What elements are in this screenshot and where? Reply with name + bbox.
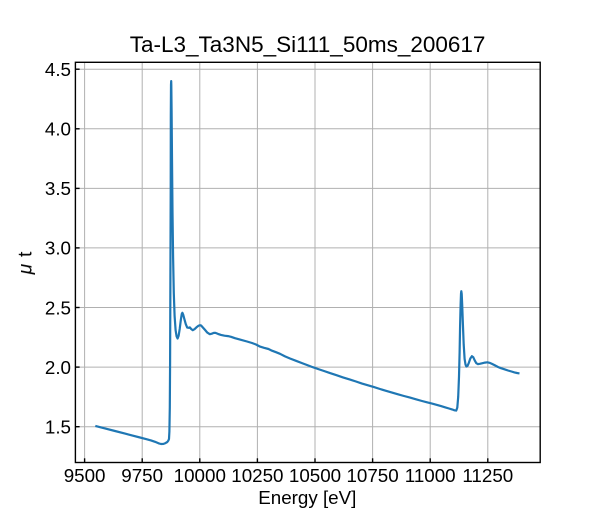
svg-text:3.5: 3.5	[45, 178, 71, 199]
svg-text:10750: 10750	[346, 465, 398, 486]
svg-text:9750: 9750	[121, 465, 163, 486]
svg-text:10500: 10500	[289, 465, 341, 486]
svg-text:Energy [eV]: Energy [eV]	[258, 487, 356, 508]
svg-text:2.5: 2.5	[45, 297, 71, 318]
svg-text:Ta-L3_Ta3N5_Si111_50ms_200617: Ta-L3_Ta3N5_Si111_50ms_200617	[130, 32, 486, 57]
svg-text:10250: 10250	[231, 465, 283, 486]
svg-text:4.5: 4.5	[45, 59, 71, 80]
svg-text:10000: 10000	[174, 465, 226, 486]
svg-text:11000: 11000	[405, 465, 456, 486]
svg-text:11250: 11250	[462, 465, 513, 486]
svg-text:3.0: 3.0	[45, 238, 71, 259]
svg-text:4.0: 4.0	[45, 119, 71, 140]
svg-text:μ t: μ t	[16, 251, 37, 276]
svg-text:9500: 9500	[64, 465, 106, 486]
svg-text:2.0: 2.0	[45, 357, 71, 378]
svg-text:1.5: 1.5	[45, 417, 71, 438]
